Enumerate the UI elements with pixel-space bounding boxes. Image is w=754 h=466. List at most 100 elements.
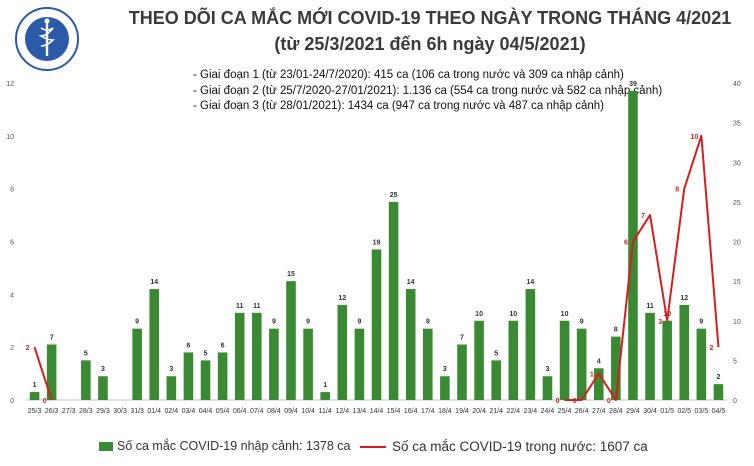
- y-left-tick-label: 8: [10, 187, 14, 194]
- bar-value-label: 19: [373, 239, 381, 246]
- bar-value-label: 39: [629, 81, 637, 88]
- bar: [423, 328, 433, 400]
- x-tick-label: 09/4: [284, 408, 298, 415]
- stage-note-1: - Giai đoạn 1 (từ 23/01-24/7/2020): 415 …: [193, 69, 624, 81]
- x-tick-label: 22/4: [506, 408, 520, 415]
- x-tick-label: 16/4: [404, 408, 418, 415]
- bar: [457, 344, 467, 400]
- ministry-logo: [15, 7, 79, 71]
- y-left-tick-label: 10: [6, 134, 14, 141]
- line-value-label: 1: [590, 372, 594, 379]
- x-tick-label: 19/4: [455, 408, 469, 415]
- y-right-tick-label: 5: [733, 358, 737, 365]
- domestic-line: [564, 134, 720, 401]
- bar-value-label: 11: [253, 303, 261, 310]
- legend-bar-label: Số ca mắc COVID-19 nhập cảnh: 1378 ca: [117, 439, 351, 453]
- bar-value-label: 4: [597, 358, 601, 365]
- bar-value-label: 10: [561, 311, 569, 318]
- bar-value-label: 14: [150, 279, 158, 286]
- bar: [354, 328, 365, 400]
- bar: [593, 368, 604, 400]
- bar-value-label: 3: [101, 366, 105, 373]
- x-tick-label: 04/5: [712, 408, 726, 415]
- line-value-label: 0: [556, 398, 560, 405]
- bar-value-label: 9: [272, 319, 276, 326]
- line-value-label: 10: [690, 134, 698, 141]
- bar-value-label: 25: [390, 192, 398, 199]
- y-right-tick-label: 10: [733, 319, 741, 326]
- y-right-tick-label: 15: [733, 279, 741, 286]
- x-tick-label: 03/5: [695, 408, 709, 415]
- bar: [320, 392, 330, 400]
- x-tick-label: 12/4: [335, 408, 349, 415]
- bar: [149, 289, 160, 400]
- legend-line: Số ca mắc COVID-19 trong nước: 1607 ca: [360, 439, 648, 454]
- y-left-tick-label: 12: [6, 81, 14, 88]
- bar-value-label: 3: [169, 366, 173, 373]
- legend-line-label: Số ca mắc COVID-19 trong nước: 1607 ca: [392, 439, 648, 454]
- stage-note-2: - Giai đoạn 2 (từ 25/7/2020-27/01/2021):…: [193, 84, 663, 97]
- y-right-tick-label: 40: [733, 81, 741, 88]
- bar: [132, 328, 142, 400]
- bar-value-label: 9: [357, 319, 361, 326]
- bar-value-label: 9: [135, 319, 139, 326]
- line-value-label: 2: [26, 345, 30, 352]
- legend-bar-swatch: [99, 442, 113, 452]
- bar: [491, 360, 501, 400]
- bar-value-label: 11: [646, 303, 654, 310]
- bar: [183, 352, 194, 400]
- bar-value-label: 2: [716, 374, 720, 381]
- line-value-label: 0: [573, 398, 577, 405]
- bar: [559, 320, 570, 400]
- y-right-tick-label: 30: [733, 160, 741, 167]
- bar-value-label: 6: [186, 342, 190, 349]
- x-tick-label: 30/4: [643, 408, 657, 415]
- bar-value-label: 15: [287, 271, 295, 278]
- bar: [98, 376, 108, 400]
- y-left-tick-label: 6: [10, 240, 14, 247]
- bar: [81, 360, 91, 400]
- bar-value-label: 8: [614, 327, 618, 334]
- x-tick-label: 01/5: [660, 408, 674, 415]
- bar: [388, 201, 399, 400]
- bar: [645, 312, 655, 400]
- bar-value-label: 5: [204, 350, 208, 357]
- x-tick-label: 15/4: [387, 408, 401, 415]
- bar: [286, 281, 296, 400]
- x-tick-label: 29/4: [626, 408, 640, 415]
- line-value-label: 6: [624, 240, 628, 247]
- bar-value-label: 1: [323, 382, 327, 389]
- bar-value-label: 12: [338, 295, 346, 302]
- line-value-label: 3: [658, 319, 662, 326]
- bar-value-label: 5: [494, 350, 498, 357]
- bar: [269, 328, 279, 400]
- x-tick-label: 13/4: [353, 408, 367, 415]
- chart-subtitle: (từ 25/3/2021 đến 6h ngày 04/5/2021): [274, 34, 586, 54]
- bar-value-label: 9: [699, 319, 703, 326]
- bar: [337, 304, 348, 400]
- bar: [440, 376, 450, 400]
- bar: [405, 289, 416, 400]
- x-tick-label: 17/4: [421, 408, 435, 415]
- bar-value-label: 9: [580, 319, 584, 326]
- x-tick-label: 14/4: [370, 408, 384, 415]
- x-tick-label: 21/4: [489, 408, 503, 415]
- x-tick-label: 26/3: [45, 408, 59, 415]
- line-value-label: 7: [641, 213, 645, 220]
- x-tick-label: 03/4: [182, 408, 196, 415]
- x-tick-label: 11/4: [319, 408, 332, 415]
- bar: [611, 336, 621, 400]
- x-tick-label: 25/3: [28, 408, 42, 415]
- bar: [371, 249, 382, 400]
- bar-value-label: 7: [50, 335, 54, 342]
- x-tick-label: 25/4: [558, 408, 572, 415]
- bar-value-label: 6: [221, 342, 225, 349]
- bar: [252, 312, 262, 400]
- bar-value-label: 11: [236, 303, 244, 310]
- x-tick-label: 23/4: [524, 408, 538, 415]
- bar: [217, 352, 228, 400]
- stage-notes: - Giai đoạn 1 (từ 23/01-24/7/2020): 415 …: [193, 68, 662, 115]
- bar: [525, 289, 536, 400]
- y-right-tick-label: 20: [733, 240, 741, 247]
